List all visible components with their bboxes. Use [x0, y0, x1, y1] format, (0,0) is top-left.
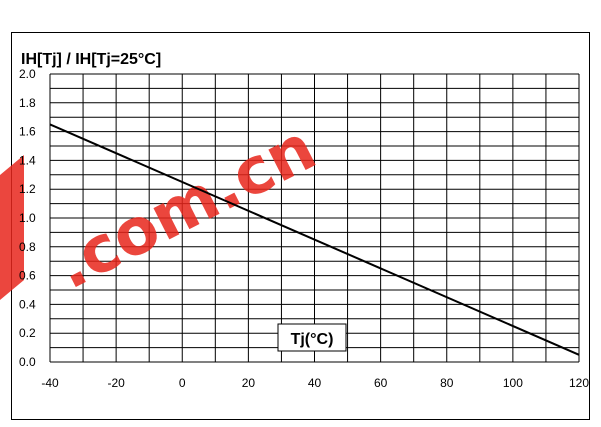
x-axis-label-box: Tj(°C) — [277, 323, 347, 352]
y-tick-label: 1.0 — [19, 211, 36, 225]
y-tick-label: 2.0 — [19, 67, 36, 81]
x-tick-label: -20 — [107, 376, 125, 390]
x-tick-label: 120 — [569, 376, 589, 390]
x-tick-label: 100 — [503, 376, 523, 390]
x-tick-label: -40 — [41, 376, 59, 390]
y-tick-label: 0.6 — [19, 269, 36, 283]
grid — [49, 73, 580, 363]
watermark-red-bar — [0, 155, 24, 300]
y-tick-label: 1.6 — [19, 125, 36, 139]
y-tick-label: 0.4 — [19, 297, 36, 311]
y-tick-label: 1.8 — [19, 96, 36, 110]
y-tick-label: 0.8 — [19, 240, 36, 254]
y-tick-label: 1.4 — [19, 153, 36, 167]
y-tick-label: 0.2 — [19, 326, 36, 340]
series-line — [49, 123, 580, 356]
x-tick-label: 60 — [374, 376, 388, 390]
x-tick-labels: -40 -20 0 20 40 60 80 100 120 — [41, 376, 589, 390]
series-line-layer — [49, 123, 580, 356]
x-axis-label: Tj(°C) — [291, 331, 334, 348]
x-tick-label: 20 — [242, 376, 256, 390]
y-tick-label: 1.2 — [19, 182, 36, 196]
y-tick-labels: 0.0 0.2 0.4 0.6 0.8 1.0 1.2 1.4 1.6 1.8 2.0 — [19, 67, 36, 369]
x-tick-label: 80 — [440, 376, 454, 390]
x-tick-label: 40 — [308, 376, 322, 390]
y-tick-label: 0.0 — [19, 355, 36, 369]
x-tick-label: 0 — [179, 376, 186, 390]
y-axis-label: IH[Tj] / IH[Tj=25°C] — [21, 51, 161, 68]
